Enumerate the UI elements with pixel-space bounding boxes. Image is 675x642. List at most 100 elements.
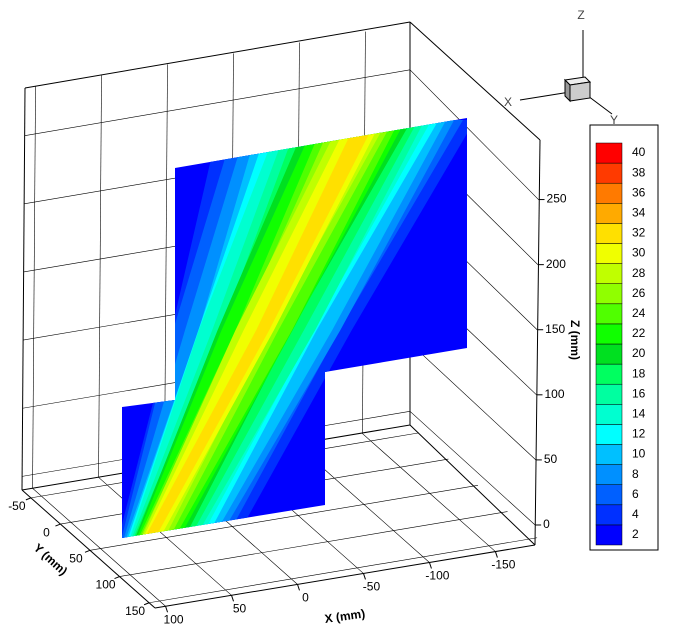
legend-swatch bbox=[595, 343, 623, 365]
grid-line bbox=[98, 477, 232, 596]
x-tick-label: 100 bbox=[164, 612, 184, 626]
axes: 100 50 0 -50 -100 -150 -50 0 50 100 150 0 50 100 150 20… bbox=[8, 192, 567, 627]
box-front bbox=[21, 21, 541, 609]
x-tick-label: -50 bbox=[363, 580, 381, 594]
legend-label: 20 bbox=[632, 346, 646, 360]
tick-mark bbox=[428, 562, 432, 569]
legend-label: 24 bbox=[632, 306, 646, 320]
grid-line bbox=[32, 488, 166, 607]
y-tick-label: 150 bbox=[125, 604, 145, 618]
legend-label: 40 bbox=[632, 145, 646, 159]
contour-band bbox=[143, 120, 377, 538]
grid-line bbox=[409, 342, 537, 461]
grid-line bbox=[24, 69, 411, 136]
legend-label: 4 bbox=[632, 507, 639, 521]
z-tick-label: 100 bbox=[544, 387, 564, 401]
legend-label: 12 bbox=[632, 427, 646, 441]
grid-line bbox=[32, 86, 36, 489]
legend-label: 30 bbox=[632, 246, 646, 260]
box-edge bbox=[21, 489, 156, 609]
y-tick-label: 100 bbox=[96, 578, 116, 592]
tick-mark bbox=[494, 551, 498, 558]
triad-cube bbox=[569, 81, 591, 102]
legend-swatch bbox=[595, 404, 623, 425]
legend-swatch bbox=[595, 444, 623, 465]
legend-swatch bbox=[595, 142, 623, 164]
legend-label: 34 bbox=[632, 206, 646, 220]
tick-mark bbox=[84, 549, 91, 553]
grid-line bbox=[164, 64, 168, 467]
legend-swatch bbox=[595, 203, 623, 224]
legend-label: 22 bbox=[632, 326, 646, 340]
z-tick-label: 0 bbox=[543, 517, 550, 531]
z-tick-label: 150 bbox=[545, 322, 565, 336]
y-tick-label: 0 bbox=[43, 525, 50, 539]
legend-label: 26 bbox=[632, 286, 646, 300]
orientation-triad: Z X Y bbox=[504, 8, 618, 127]
box-edge bbox=[154, 544, 536, 609]
x-axis-label: X (mm) bbox=[324, 606, 366, 626]
legend-label: 18 bbox=[632, 366, 646, 380]
z-tick-label: 200 bbox=[546, 257, 566, 271]
z-tick-label: 250 bbox=[547, 192, 567, 206]
legend-swatch bbox=[595, 182, 623, 204]
grid-line bbox=[149, 537, 538, 604]
legend-swatch bbox=[595, 303, 623, 325]
legend-label: 6 bbox=[632, 487, 639, 501]
legend-label: 14 bbox=[632, 407, 646, 421]
legend-label: 2 bbox=[632, 527, 639, 541]
z-axis-label: Z (mm) bbox=[568, 320, 582, 360]
grid-line bbox=[409, 411, 536, 526]
grid-line bbox=[119, 511, 508, 577]
triad-label: Z bbox=[577, 8, 584, 22]
y-tick-label: 50 bbox=[69, 551, 83, 565]
x-tick-label: 0 bbox=[302, 591, 309, 605]
grid-line bbox=[98, 75, 102, 478]
y-tick-label: -50 bbox=[8, 499, 26, 513]
tick-mark bbox=[143, 602, 150, 606]
legend-label: 32 bbox=[632, 226, 646, 240]
tick-mark bbox=[231, 595, 235, 602]
tick-mark bbox=[362, 573, 366, 580]
box-edge bbox=[24, 21, 411, 89]
legend-swatch bbox=[595, 383, 623, 405]
legend-swatch bbox=[595, 524, 623, 546]
box-edge bbox=[409, 21, 541, 141]
legend-swatch bbox=[595, 283, 623, 305]
triad-axis bbox=[587, 95, 613, 115]
legend-label: 8 bbox=[632, 467, 639, 481]
x-tick-label: -100 bbox=[425, 569, 449, 583]
grid-line bbox=[362, 433, 496, 552]
tick-mark bbox=[55, 523, 61, 527]
legend-swatch bbox=[595, 162, 623, 184]
x-tick-label: -150 bbox=[491, 558, 515, 572]
box-edge bbox=[534, 139, 541, 546]
legend-swatch bbox=[595, 223, 623, 244]
legend-swatch bbox=[595, 263, 623, 284]
triad-label: X bbox=[504, 95, 512, 109]
legend-swatch bbox=[595, 484, 623, 506]
grid-line bbox=[409, 69, 539, 200]
tick-mark bbox=[297, 584, 300, 591]
legend-label: 16 bbox=[632, 386, 646, 400]
legend-label: 28 bbox=[632, 266, 646, 280]
tick-mark bbox=[25, 497, 32, 501]
triad-label: Y bbox=[610, 113, 618, 127]
grid-line bbox=[89, 485, 479, 551]
box-edge bbox=[409, 424, 536, 546]
legend-swatch bbox=[595, 424, 623, 445]
triad-axis bbox=[519, 91, 571, 101]
legend-swatch bbox=[595, 243, 623, 264]
z-tick-label: 50 bbox=[544, 452, 558, 466]
legend-swatch bbox=[595, 464, 623, 485]
x-tick-label: 50 bbox=[233, 601, 247, 615]
tick-mark bbox=[114, 576, 120, 579]
legend-swatch bbox=[595, 363, 623, 385]
legend-label: 38 bbox=[632, 165, 646, 179]
legend-label: 36 bbox=[632, 185, 646, 199]
tick-mark bbox=[165, 606, 169, 613]
legend-label: 10 bbox=[632, 447, 646, 461]
contour-field bbox=[122, 118, 467, 538]
